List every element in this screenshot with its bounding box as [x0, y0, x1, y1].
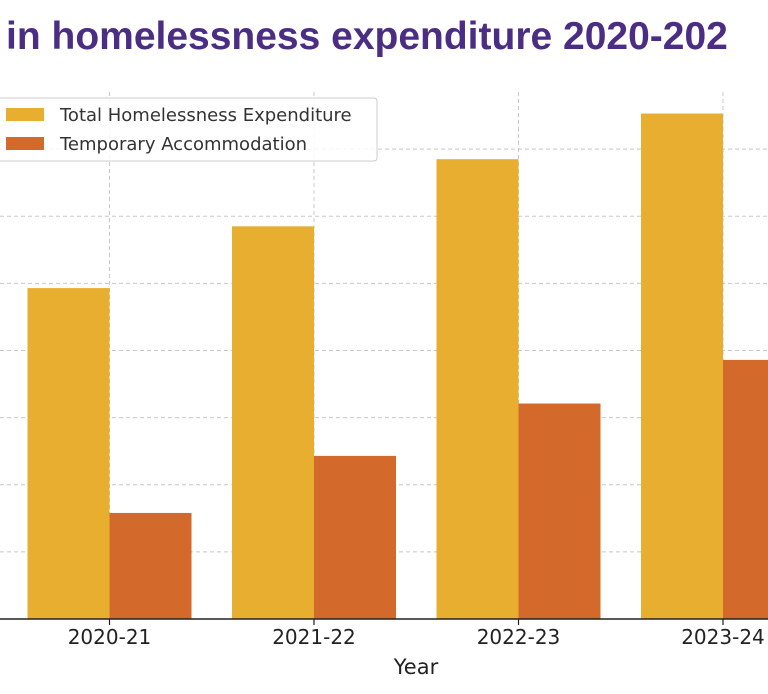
legend-label-temporary: Temporary Accommodation: [59, 134, 307, 155]
legend-label-total: Total Homelessness Expenditure: [59, 105, 352, 126]
bar-temporary-2020-21: [109, 512, 192, 619]
bar-total-2023-24: [641, 113, 723, 619]
legend: Total Homelessness Expenditure Temporary…: [0, 97, 378, 162]
bar-temporary-2023-24: [723, 359, 768, 619]
bar-total-2021-22: [232, 226, 314, 619]
chart-title: in homelessness expenditure 2020-202: [6, 15, 728, 58]
x-tick-label: 2020-21: [68, 625, 152, 649]
x-axis-label: Year: [393, 655, 439, 679]
x-ticks: 2020-21 2021-22 2022-23 2023-24: [68, 619, 765, 649]
legend-box: [0, 97, 378, 162]
x-tick-label: 2022-23: [477, 625, 561, 649]
bar-total-2022-23: [436, 159, 519, 619]
bar-temporary-2022-23: [518, 403, 601, 619]
bars-layer: [27, 113, 768, 619]
legend-swatch-temporary: [6, 137, 44, 150]
x-tick-label: 2023-24: [681, 625, 765, 649]
legend-swatch-total: [6, 108, 44, 121]
bar-total-2020-21: [27, 288, 110, 619]
x-tick-label: 2021-22: [272, 625, 356, 649]
bar-temporary-2021-22: [314, 455, 396, 619]
